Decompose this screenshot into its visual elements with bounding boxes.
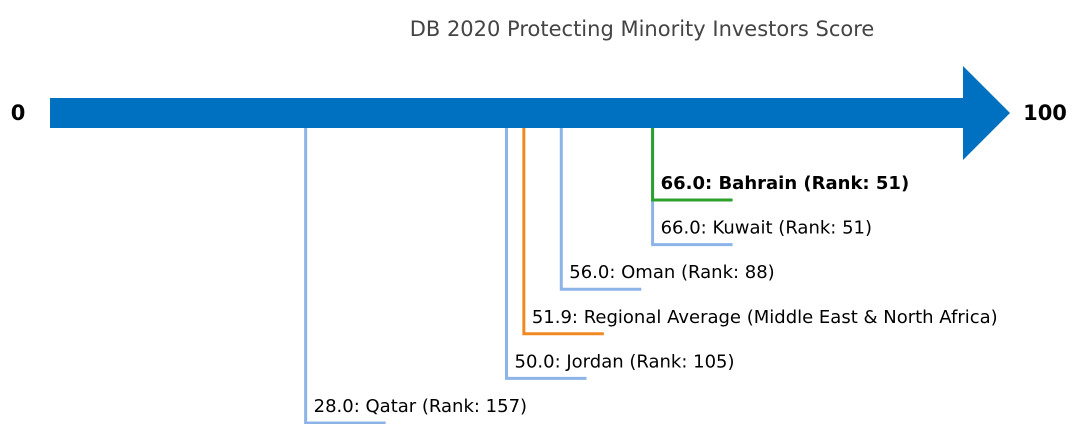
marker-line: [651, 128, 733, 202]
x-tick-label: 0: [11, 101, 26, 125]
marker-label: 50.0: Jordan (Rank: 105): [515, 351, 735, 372]
marker-label: 56.0: Oman (Rank: 88): [569, 262, 774, 283]
marker-label: 28.0: Qatar (Rank: 157): [314, 396, 527, 417]
marker-label: 66.0: Bahrain (Rank: 51): [661, 173, 910, 194]
axis-arrow: [50, 66, 1010, 160]
chart-title: DB 2020 Protecting Minority Investors Sc…: [410, 17, 875, 41]
marker-line: [505, 128, 587, 380]
x-tick-label: 100: [1023, 101, 1067, 125]
marker-line: [522, 128, 604, 336]
marker-label: 51.9: Regional Average (Middle East & No…: [532, 307, 998, 328]
marker-line: [304, 128, 386, 424]
marker-line: [559, 128, 642, 291]
marker-label: 66.0: Kuwait (Rank: 51): [661, 218, 872, 239]
